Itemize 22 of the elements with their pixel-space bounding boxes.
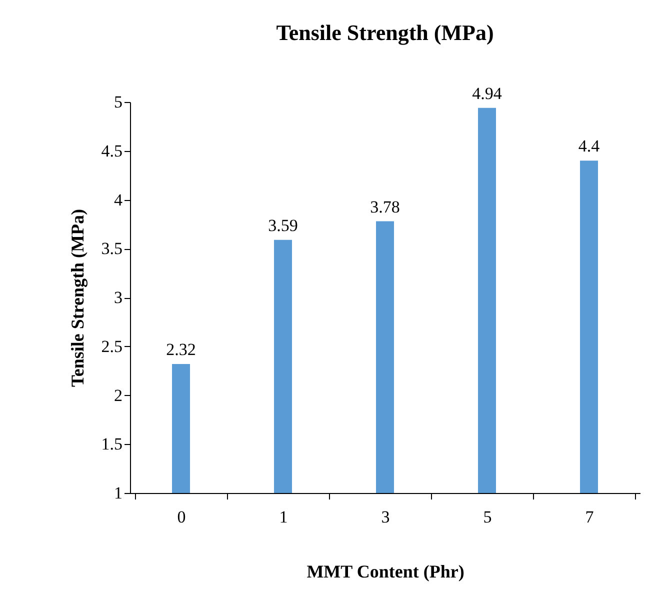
y-tick-label: 2 (114, 386, 122, 405)
data-label: 4.4 (578, 136, 600, 156)
y-tick-label: 3.5 (101, 239, 122, 258)
y-tick-label: 5 (114, 92, 122, 112)
y-tick-label: 2.5 (101, 336, 122, 356)
x-tick-label: 1 (279, 508, 288, 526)
y-tick-label: 3 (114, 288, 122, 307)
x-tick-label: 7 (585, 508, 594, 526)
y-tick-label: 1 (114, 484, 122, 502)
data-label: 2.32 (166, 340, 196, 359)
x-tick-label: 3 (381, 508, 390, 526)
y-axis-title: Tensile Strength (MPa) (67, 209, 88, 387)
x-tick-label: 0 (177, 508, 186, 526)
data-label: 4.94 (472, 84, 502, 103)
x-tick-label: 5 (483, 508, 492, 526)
y-tick-label: 4.5 (101, 141, 122, 160)
y-tick-label: 4 (114, 190, 123, 210)
data-label: 3.78 (370, 197, 400, 216)
data-label: 3.59 (268, 216, 298, 235)
x-axis-title: MMT Content (Phr) (306, 562, 464, 582)
y-tick-label: 1.5 (101, 434, 122, 454)
chart-title: Tensile Strength (MPa) (276, 20, 494, 45)
